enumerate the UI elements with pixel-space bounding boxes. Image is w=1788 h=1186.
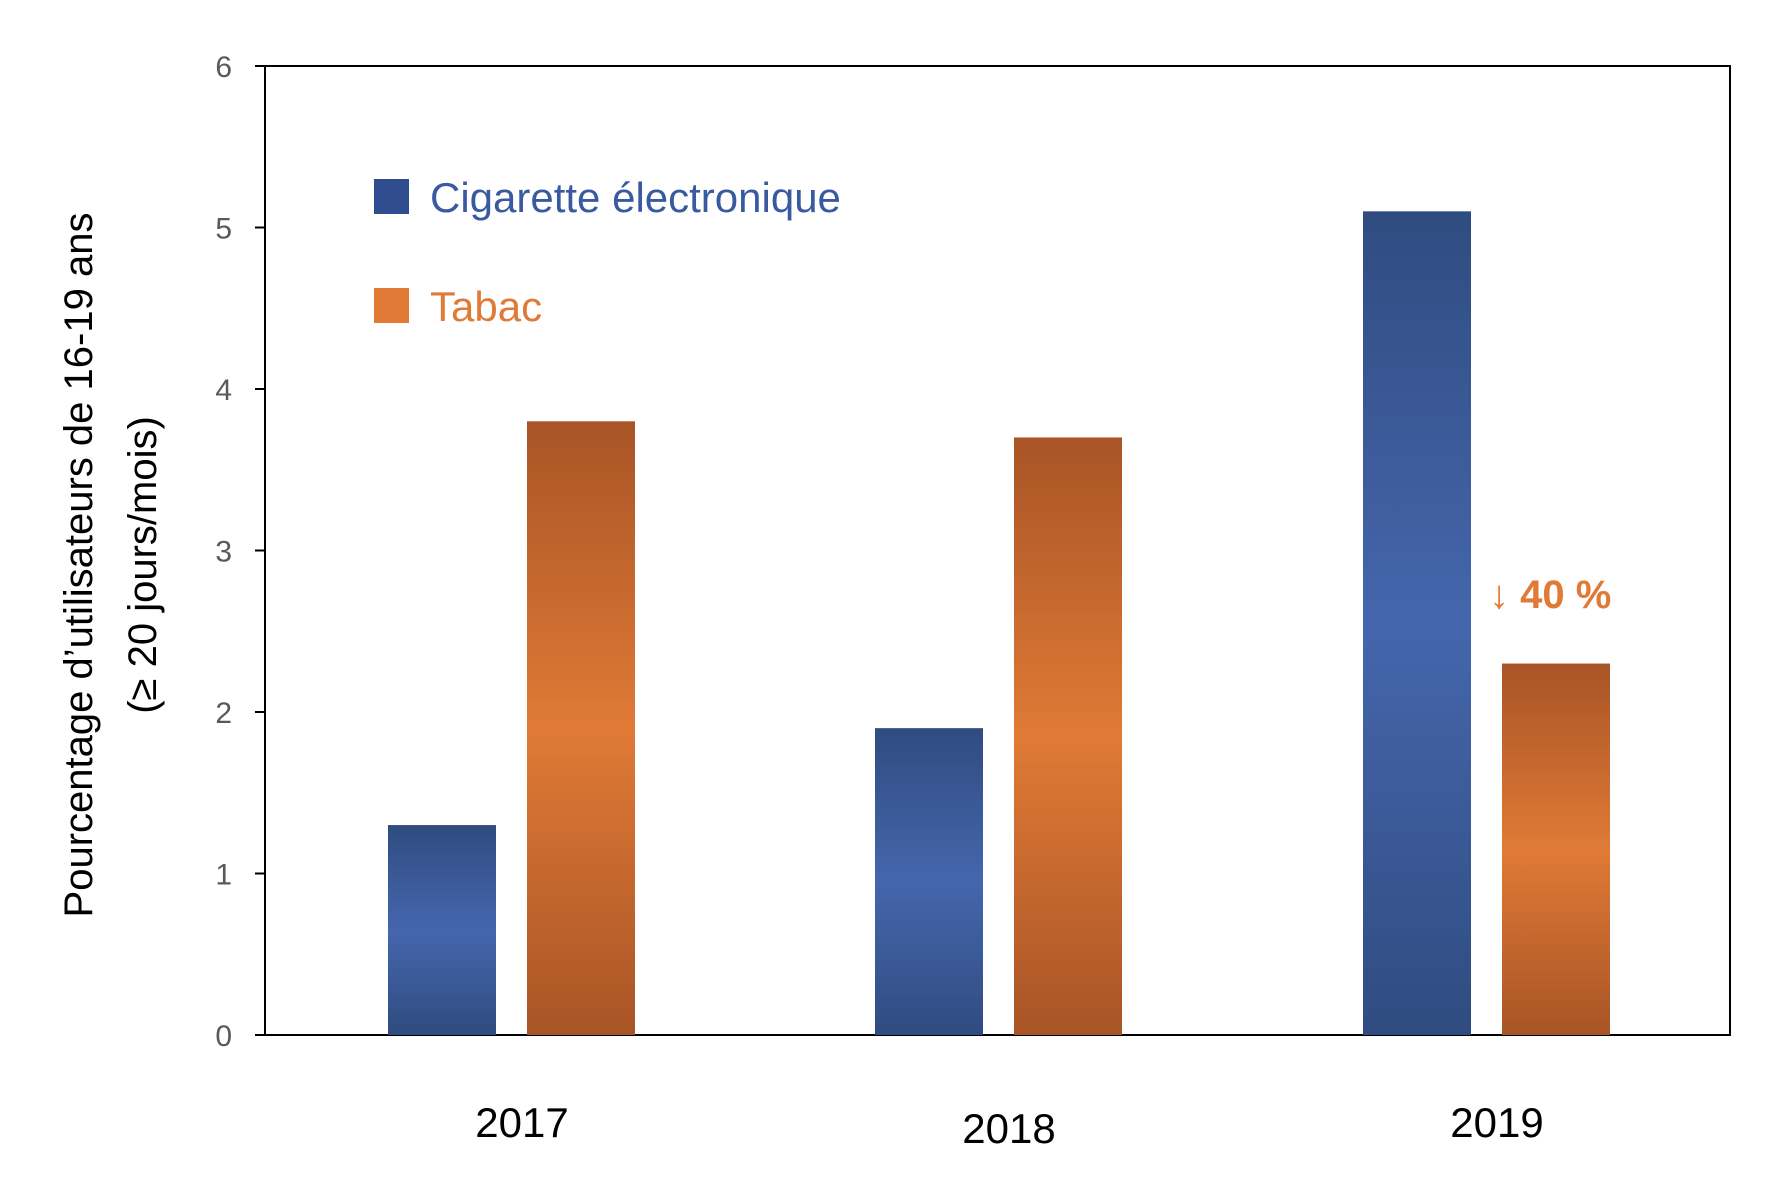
x-category-label: 2018 bbox=[962, 1105, 1055, 1152]
bar-tabac-2017 bbox=[527, 421, 635, 1035]
legend-label-cigarette: Cigarette électronique bbox=[430, 174, 841, 221]
legend-swatch-tabac bbox=[374, 288, 409, 323]
x-category-label: 2017 bbox=[475, 1099, 568, 1146]
x-axis-categories: 2017 2018 2019 bbox=[475, 1099, 1543, 1152]
y-tick-label: 0 bbox=[215, 1020, 232, 1053]
annotation-decrease: ↓ 40 % bbox=[1489, 573, 1611, 617]
bar-cigarette-2018 bbox=[875, 728, 983, 1035]
y-axis-label: Pourcentage d’utilisateurs de 16-19 ans … bbox=[57, 213, 165, 918]
y-tick-label: 1 bbox=[215, 859, 232, 892]
y-tick-label: 6 bbox=[215, 51, 232, 84]
y-tick-label: 2 bbox=[215, 697, 232, 730]
legend: Cigarette électronique Tabac bbox=[374, 174, 841, 330]
y-axis-label-line2: (≥ 20 jours/mois) bbox=[121, 416, 165, 714]
y-axis-ticks: 0 1 2 3 4 5 6 bbox=[215, 51, 265, 1053]
bars bbox=[388, 211, 1610, 1036]
legend-label-tabac: Tabac bbox=[430, 283, 542, 330]
y-axis-label-line1: Pourcentage d’utilisateurs de 16-19 ans bbox=[57, 213, 101, 918]
y-tick-label: 3 bbox=[215, 536, 232, 569]
x-category-label: 2019 bbox=[1450, 1099, 1543, 1146]
legend-swatch-cigarette bbox=[374, 179, 409, 214]
bar-tabac-2019 bbox=[1502, 663, 1610, 1035]
y-tick-label: 4 bbox=[215, 374, 232, 407]
bar-tabac-2018 bbox=[1014, 437, 1122, 1035]
bar-cigarette-2017 bbox=[388, 825, 496, 1035]
bar-cigarette-2019 bbox=[1363, 211, 1471, 1036]
y-tick-label: 5 bbox=[215, 213, 232, 246]
